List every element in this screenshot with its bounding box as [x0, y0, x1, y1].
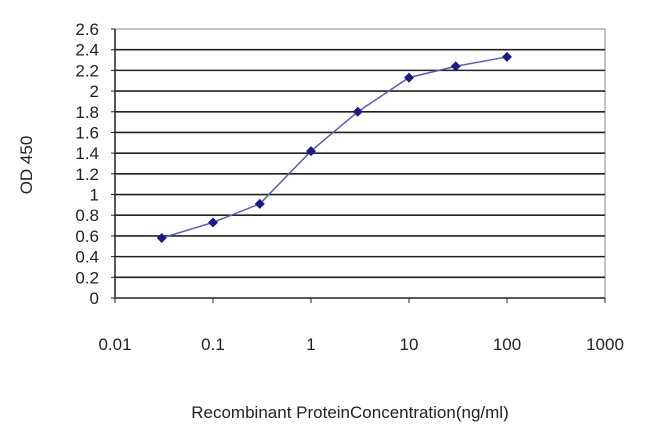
y-tick-label: 1.8 — [75, 103, 99, 122]
y-tick-label: 1.4 — [75, 144, 99, 163]
data-point — [502, 51, 512, 62]
x-tick-label: 0.01 — [98, 335, 131, 354]
y-axis-label: OD 450 — [17, 136, 36, 195]
x-axis-label: Recombinant ProteinConcentration(ng/ml) — [191, 403, 509, 422]
data-point — [352, 106, 363, 117]
y-tick-label: 0 — [90, 289, 99, 308]
x-tick-label: 0.1 — [201, 335, 225, 354]
x-tick-label: 1 — [306, 335, 315, 354]
data-point — [254, 198, 265, 209]
y-tick-label: 1.2 — [75, 165, 99, 184]
y-tick-label: 2.4 — [75, 41, 99, 60]
y-tick-label: 2.6 — [75, 20, 99, 39]
data-point — [306, 146, 316, 157]
data-point — [208, 217, 218, 228]
x-tick-label: 10 — [400, 335, 419, 354]
y-tick-label: 1 — [90, 186, 99, 205]
data-point — [450, 61, 461, 72]
y-tick-label: 2.2 — [75, 61, 99, 80]
y-tick-label: 1.6 — [75, 123, 99, 142]
y-tick-label: 0.2 — [75, 268, 99, 287]
y-tick-label: 0.6 — [75, 227, 99, 246]
data-point — [156, 232, 167, 243]
y-tick-label: 0.8 — [75, 206, 99, 225]
x-tick-label: 1000 — [586, 335, 624, 354]
y-tick-label: 0.4 — [75, 248, 99, 267]
data-point — [404, 72, 414, 83]
y-tick-label: 2 — [90, 82, 99, 101]
plot-area — [114, 28, 606, 299]
series-line — [161, 56, 508, 239]
x-tick-label: 100 — [493, 335, 521, 354]
